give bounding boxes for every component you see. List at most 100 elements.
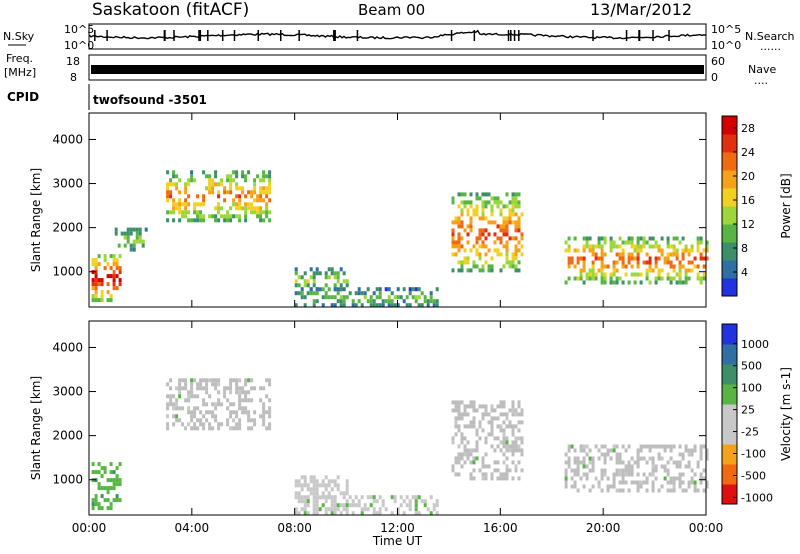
echo-cell [460, 200, 464, 205]
echo-cell [178, 390, 182, 395]
echo-cell [109, 462, 113, 467]
echo-cell [202, 422, 206, 427]
echo-cell [606, 476, 610, 481]
echo-cell [588, 272, 592, 277]
echo-cell [621, 260, 625, 265]
echo-cell [226, 214, 230, 219]
echo-cell [190, 378, 194, 383]
echo-cell [478, 228, 482, 233]
echo-cell [342, 287, 346, 292]
echo-cell [502, 400, 506, 405]
echo-cell [603, 280, 607, 285]
echo-cell [636, 256, 640, 261]
echo-cell [612, 272, 616, 277]
echo-cell [262, 174, 266, 179]
echo-cell [693, 488, 697, 493]
echo-cell [318, 495, 322, 500]
echo-cell [132, 239, 136, 244]
echo-cell [202, 398, 206, 403]
echo-cell [454, 216, 458, 221]
echo-cell [199, 218, 203, 223]
echo-cell [621, 468, 625, 473]
echo-cell [109, 298, 113, 303]
echo-cell [570, 468, 574, 473]
echo-cell [342, 495, 346, 500]
echo-cell [582, 484, 586, 489]
echo-cell [684, 268, 688, 273]
echo-cell [475, 208, 479, 213]
echo-cell [202, 170, 206, 175]
echo-cell [633, 248, 637, 253]
echo-cell [138, 227, 142, 232]
echo-cell [499, 412, 503, 417]
echo-cell [579, 276, 583, 281]
echo-cell [588, 244, 592, 249]
noise-tick-left-bottom: 10^0 [64, 39, 94, 52]
colorbar-segment [722, 260, 737, 279]
echo-cell [573, 236, 577, 241]
echo-cell [202, 386, 206, 391]
echo-cell [312, 483, 316, 488]
echo-cell [229, 426, 233, 431]
echo-cell [666, 468, 670, 473]
echo-cell [487, 420, 491, 425]
echo-cell [478, 236, 482, 241]
echo-cell [214, 182, 218, 187]
echo-cell [94, 478, 98, 483]
echo-cell [214, 402, 218, 407]
echo-cell [294, 491, 298, 496]
echo-cell [612, 260, 616, 265]
colorbar-segment [722, 464, 737, 485]
echo-cell [235, 214, 239, 219]
echo-cell [651, 488, 655, 493]
echo-cell [466, 440, 470, 445]
echo-cell [112, 270, 116, 275]
echo-cell [478, 468, 482, 473]
echo-cell [184, 426, 188, 431]
echo-cell [381, 299, 385, 304]
echo-cell [315, 491, 319, 496]
echo-cell [564, 468, 568, 473]
echo-cell [475, 440, 479, 445]
echo-cell [505, 240, 509, 245]
echo-cell [463, 204, 467, 209]
echo-cell [693, 444, 697, 449]
echo-cell [250, 378, 254, 383]
echo-cell [172, 422, 176, 427]
echo-cell [417, 295, 421, 300]
echo-cell [94, 258, 98, 263]
echo-cell [645, 480, 649, 485]
echo-cell [235, 422, 239, 427]
echo-cell [405, 495, 409, 500]
echo-cell [651, 480, 655, 485]
echo-cell [432, 299, 436, 304]
echo-cell [651, 460, 655, 465]
echo-cell [490, 420, 494, 425]
echo-cell [499, 208, 503, 213]
echo-cell [484, 192, 488, 197]
echo-cell [463, 424, 467, 429]
echo-cell [502, 452, 506, 457]
echo-cell [324, 283, 328, 288]
echo-cell [576, 468, 580, 473]
echo-cell [115, 478, 119, 483]
echo-cell [672, 264, 676, 269]
echo-cell [600, 272, 604, 277]
echo-cell [457, 260, 461, 265]
echo-cell [499, 224, 503, 229]
echo-cell [294, 279, 298, 284]
echo-cell [660, 268, 664, 273]
echo-cell [184, 202, 188, 207]
echo-cell [612, 280, 616, 285]
echo-cell [654, 276, 658, 281]
echo-cell [372, 499, 376, 504]
echo-cell [469, 476, 473, 481]
echo-cell [511, 236, 515, 241]
echo-cell [451, 252, 455, 257]
echo-cell [132, 243, 136, 248]
echo-cell [603, 452, 607, 457]
echo-cell [699, 472, 703, 477]
echo-cell [268, 378, 272, 383]
echo-cell [681, 488, 685, 493]
echo-cell [312, 283, 316, 288]
